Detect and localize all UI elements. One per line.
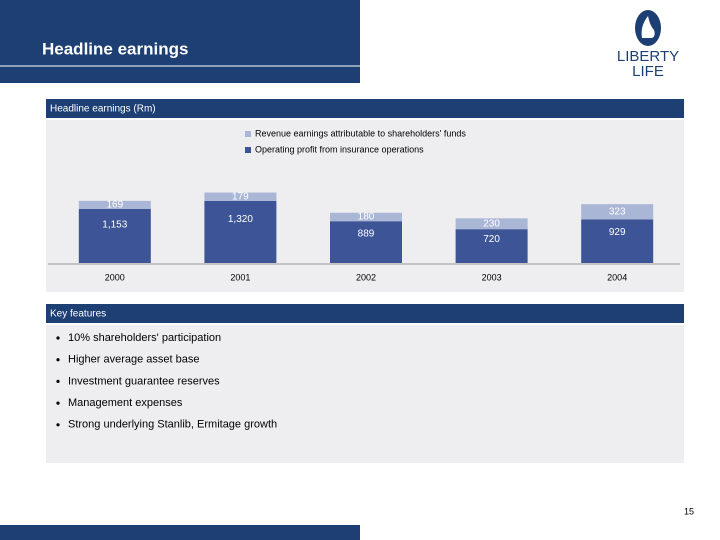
bar-segment <box>581 219 654 263</box>
feature-item: Strong underlying Stanlib, Ermitage grow… <box>68 419 277 431</box>
chart-title-bar <box>46 99 684 118</box>
chart-panel <box>46 120 684 292</box>
feature-item: Higher average asset base <box>68 354 199 366</box>
data-label: 720 <box>483 234 500 245</box>
bullet <box>56 401 60 405</box>
data-label: 230 <box>483 218 500 229</box>
bar-segment <box>455 218 528 230</box>
footer-band <box>0 525 360 540</box>
legend-label: Revenue earnings attributable to shareho… <box>255 128 466 138</box>
chart: 1,153 169 2000 1,320 179 2001 889 180 2002 720 230… <box>78 128 654 282</box>
x-tick-label: 2001 <box>230 272 250 282</box>
logo-text: LIFE <box>632 63 664 80</box>
features-title: Key features <box>50 309 106 320</box>
data-label: 179 <box>232 191 249 202</box>
bar-segment <box>330 212 402 222</box>
bar-segment <box>78 200 151 209</box>
feature-item: 10% shareholders' participation <box>68 332 221 344</box>
page-number: 15 <box>684 506 694 516</box>
x-tick-label: 2002 <box>356 272 376 282</box>
data-label: 1,153 <box>102 220 127 231</box>
bar-segment <box>581 204 654 220</box>
data-label: 929 <box>609 227 626 238</box>
x-tick-label: 2003 <box>482 272 502 282</box>
features-title-bar <box>46 304 684 323</box>
logo-text: LIBERTY <box>617 48 679 65</box>
bullet <box>56 358 60 362</box>
data-label: 169 <box>106 199 123 210</box>
feature-item: Management expenses <box>68 397 183 409</box>
bar-segment <box>78 208 151 263</box>
slide-title: Headline earnings <box>42 39 188 58</box>
logo: LIBERTY LIFE <box>617 10 679 80</box>
data-label: 889 <box>358 228 375 239</box>
bullet <box>56 379 60 383</box>
features-panel <box>46 325 684 463</box>
bar-segment <box>204 200 277 263</box>
bar-segment <box>204 192 277 201</box>
bar-segment <box>455 229 528 263</box>
logo-flame <box>641 16 655 38</box>
bullet <box>56 423 60 427</box>
feature-item: Investment guarantee reserves <box>68 375 220 387</box>
x-tick-label: 2000 <box>105 272 125 282</box>
data-label: 1,320 <box>228 214 253 225</box>
data-label: 180 <box>358 212 375 223</box>
x-tick-label: 2004 <box>607 272 627 282</box>
legend-swatch <box>245 131 251 137</box>
data-label: 323 <box>609 206 626 217</box>
legend-swatch <box>245 147 251 153</box>
bullet <box>56 336 60 340</box>
bar-segment <box>330 221 402 263</box>
chart-title: Headline earnings (Rm) <box>50 104 156 115</box>
features-list: 10% shareholders' participation Higher av… <box>56 332 277 431</box>
header-band <box>0 0 360 83</box>
legend-label: Operating profit from insurance operatio… <box>255 144 424 154</box>
